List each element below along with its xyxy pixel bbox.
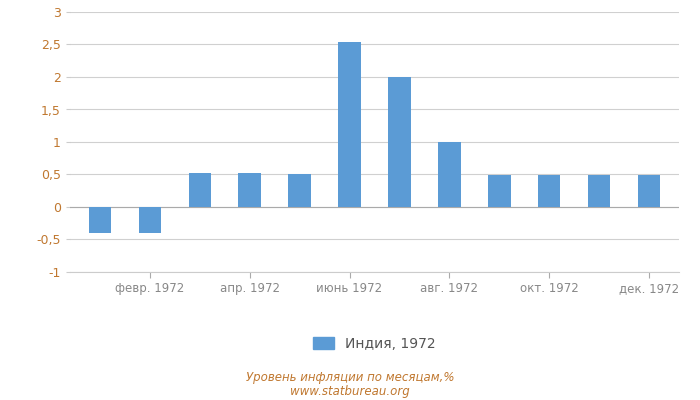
Bar — [139, 207, 161, 233]
Bar — [288, 174, 311, 207]
Bar — [239, 173, 261, 207]
Bar — [89, 207, 111, 233]
Legend: Индия, 1972: Индия, 1972 — [308, 331, 441, 356]
Bar — [538, 175, 561, 207]
Text: Уровень инфляции по месяцам,%: Уровень инфляции по месяцам,% — [246, 372, 454, 384]
Text: www.statbureau.org: www.statbureau.org — [290, 386, 410, 398]
Bar — [338, 42, 360, 207]
Bar — [389, 77, 411, 207]
Bar — [588, 175, 610, 207]
Bar — [488, 175, 510, 207]
Bar — [438, 142, 461, 207]
Bar — [188, 173, 211, 207]
Bar — [638, 175, 660, 207]
